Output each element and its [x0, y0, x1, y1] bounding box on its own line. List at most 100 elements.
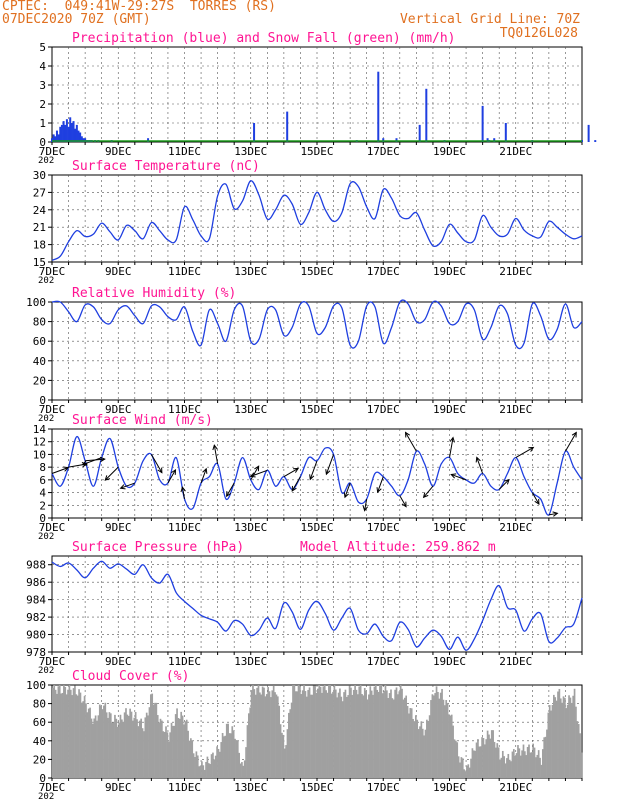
cloud-bar — [530, 752, 533, 778]
y-tick-label: 30 — [33, 169, 46, 182]
y-tick-label: 2 — [39, 98, 46, 111]
cloud-bar — [231, 726, 234, 778]
cloud-bar — [184, 721, 187, 778]
wind-arrow-shaft — [405, 432, 417, 452]
cloud-bar — [228, 733, 231, 778]
x-tick-label: 15DEC — [300, 781, 333, 794]
cloud-bar — [329, 685, 332, 778]
cloud-bar — [185, 719, 188, 778]
cloud-bar — [383, 690, 385, 778]
cloud-bar — [130, 711, 133, 778]
cloud-bar — [354, 685, 356, 778]
x-tick-label: 9DEC — [105, 781, 132, 794]
cloud-bar — [112, 722, 115, 778]
precip-bar — [587, 124, 590, 142]
wind-arrow-head — [63, 466, 70, 472]
precip-bar — [59, 126, 62, 142]
cloud-bar — [577, 724, 580, 778]
cloud-bar — [80, 702, 83, 778]
cloud-bar — [417, 729, 420, 778]
cloud-bar — [347, 695, 350, 778]
cloud-bar — [216, 746, 218, 778]
precip-bar — [504, 123, 507, 142]
cloud-bar — [300, 694, 303, 778]
plot-area — [51, 180, 583, 261]
cloud-bar — [514, 755, 517, 778]
wind-arrow-shaft — [325, 454, 335, 475]
precip-bar — [82, 138, 85, 142]
cloud-bar — [275, 694, 278, 778]
cloud-bar — [54, 689, 57, 778]
cloud-bar — [517, 745, 519, 778]
wind-arrow-head — [81, 460, 88, 466]
cloud-bar — [332, 691, 334, 778]
cloud-bar — [100, 705, 102, 778]
wind-arrow-shaft — [531, 492, 540, 505]
wind-arrow — [343, 482, 351, 499]
cloud-bar — [486, 730, 489, 778]
cloud-bar — [424, 729, 427, 778]
y-tick-label: 6 — [39, 474, 46, 487]
cloud-bar — [219, 751, 221, 778]
cloud-bar — [68, 685, 71, 778]
cloud-bar — [419, 726, 421, 778]
cloud-bar — [352, 689, 355, 778]
cloud-bar — [250, 690, 253, 778]
precip-bar — [62, 121, 65, 142]
plot-area — [52, 685, 583, 778]
wind-arrow-head — [254, 465, 260, 472]
wind-arrows — [51, 431, 577, 517]
wind-arrow-head — [528, 446, 535, 452]
x-tick-label: 17DEC — [367, 265, 400, 278]
cloud-bar — [161, 720, 163, 778]
cloud-bar — [503, 756, 506, 778]
cloud-bar — [308, 687, 311, 778]
wind-arrow — [515, 446, 535, 459]
cloud-bar — [541, 749, 544, 778]
wind-arrow — [309, 460, 318, 481]
cloud-bar — [554, 697, 557, 778]
cloud-bar — [105, 712, 108, 778]
cloud-bar — [52, 687, 54, 778]
cloud-bar — [341, 701, 344, 778]
cloud-bar — [351, 694, 354, 778]
wind-arrow-head — [202, 467, 208, 474]
y-tick-label: 24 — [33, 204, 47, 217]
precip-bar — [79, 132, 82, 142]
cloud-bar — [416, 719, 419, 778]
cloud-bar — [348, 685, 351, 778]
cloud-bar — [455, 740, 457, 778]
cloud-bar — [373, 686, 376, 778]
wind-arrow — [250, 465, 260, 481]
wind-arrow-head — [212, 444, 218, 451]
wind-arrow — [548, 511, 559, 517]
y-tick-label: 980 — [26, 629, 46, 642]
precip-bar — [65, 119, 68, 142]
cloud-bar — [337, 692, 340, 778]
cloud-bar — [235, 740, 238, 778]
cloud-bar — [58, 685, 61, 778]
cloud-bar — [529, 752, 532, 778]
cloud-bar — [322, 686, 325, 778]
cloud-bar — [207, 763, 210, 778]
cloud-bar — [317, 688, 319, 778]
cloud-bar — [414, 715, 417, 778]
cloud-bar — [392, 699, 395, 778]
wind-arrow-shaft — [150, 454, 163, 473]
x-year-stub: 202 — [38, 792, 54, 800]
cloud-bar — [167, 741, 170, 778]
precip-bar — [52, 134, 55, 142]
cloud-bar — [524, 751, 526, 778]
cloud-bar — [579, 733, 581, 778]
cloud-bar — [421, 728, 424, 778]
cloud-bar — [522, 744, 525, 778]
cloud-bar — [268, 691, 271, 778]
cloud-bar — [472, 750, 475, 778]
cloud-bar — [137, 726, 140, 778]
cloud-bar — [390, 689, 392, 778]
cloud-bar — [434, 693, 436, 778]
y-tick-label: 40 — [33, 355, 46, 368]
wind-arrow-shaft — [515, 446, 534, 459]
cloud-bar — [497, 747, 500, 778]
cloud-bar — [460, 757, 463, 778]
